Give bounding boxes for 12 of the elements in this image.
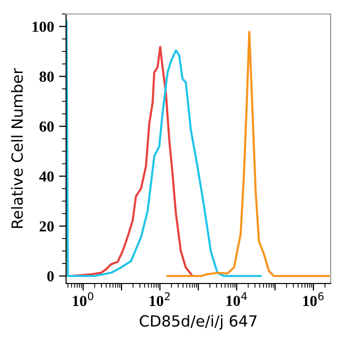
x-tick-label: 10$^{2}$ [150,292,170,306]
y-tick-label: 80 [40,72,54,82]
y-tick-label: 40 [39,171,54,182]
x-tick-label: 10$^{4}$ [226,292,247,306]
x-axis-title: CD85d/e/i/j 647 [140,314,257,330]
y-axis-title: Relative Cell Number [11,68,23,228]
y-tick-label: 60 [40,121,54,132]
y-tick-label: 20 [40,221,54,232]
x-tick-label: 10$^{6}$ [303,292,324,306]
x-tick-label: 10$^{0}$ [72,292,94,306]
y-tick-label: 0 [47,271,54,282]
y-tick-label: 100 [32,22,54,32]
